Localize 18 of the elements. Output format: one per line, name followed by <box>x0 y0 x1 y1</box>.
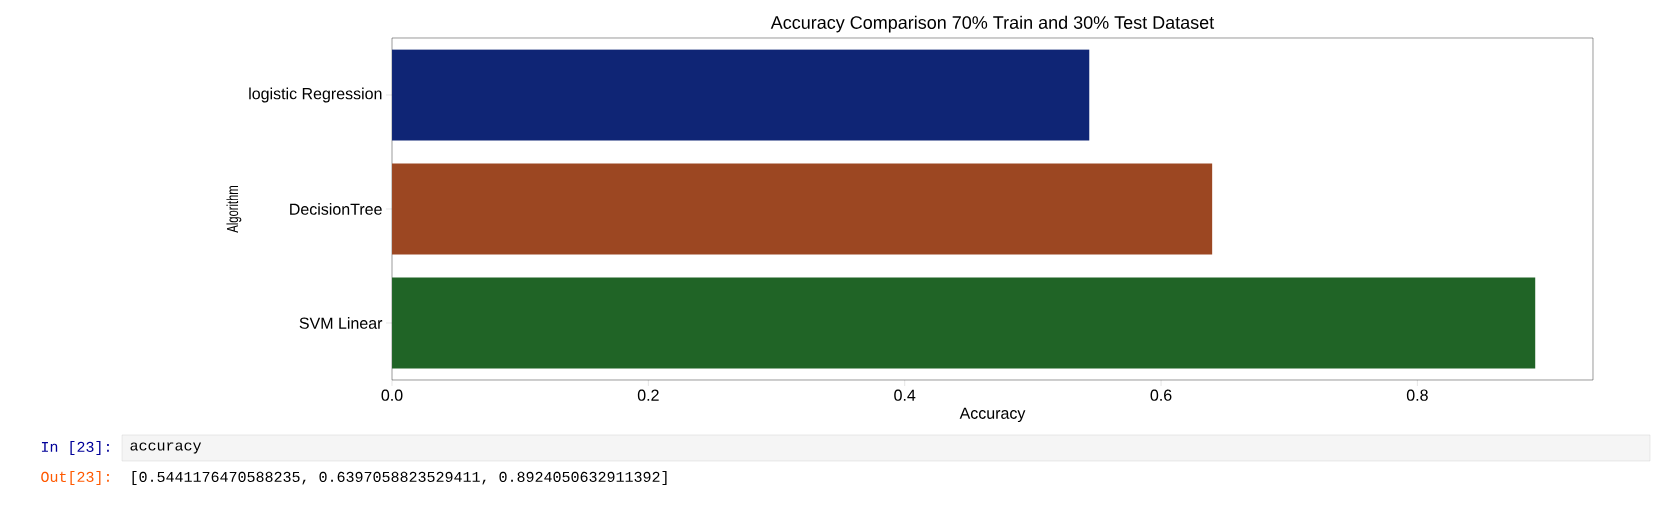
y-tick-label: logistic Regression <box>249 87 382 103</box>
x-tick-label: 0.8 <box>1406 389 1428 401</box>
chart-title: Accuracy Comparison 70% Train and 30% Test Dataset <box>770 15 1215 33</box>
y-tick-label: DecisionTree <box>290 203 382 215</box>
bar <box>392 163 1213 255</box>
y-tick-label: SVM Linear <box>299 317 383 329</box>
text: [0.5441176470588235, 0.6397058823529411, 0.8924050632911392] <box>132 470 667 485</box>
x-tick-label: 0.0 <box>381 389 403 401</box>
bar <box>392 277 1536 369</box>
x-tick-label: 0.4 <box>894 389 916 401</box>
text: Out[23]: <box>41 470 109 485</box>
x-tick-label: 0.6 <box>1150 389 1172 401</box>
x-tick-label: 0.2 <box>637 389 659 401</box>
bar <box>392 49 1090 141</box>
text: In [23]: <box>41 441 109 455</box>
text: accuracy <box>130 442 202 454</box>
x-axis-title: Accuracy <box>959 407 1026 423</box>
y-axis-title: Algorithm <box>226 186 242 233</box>
